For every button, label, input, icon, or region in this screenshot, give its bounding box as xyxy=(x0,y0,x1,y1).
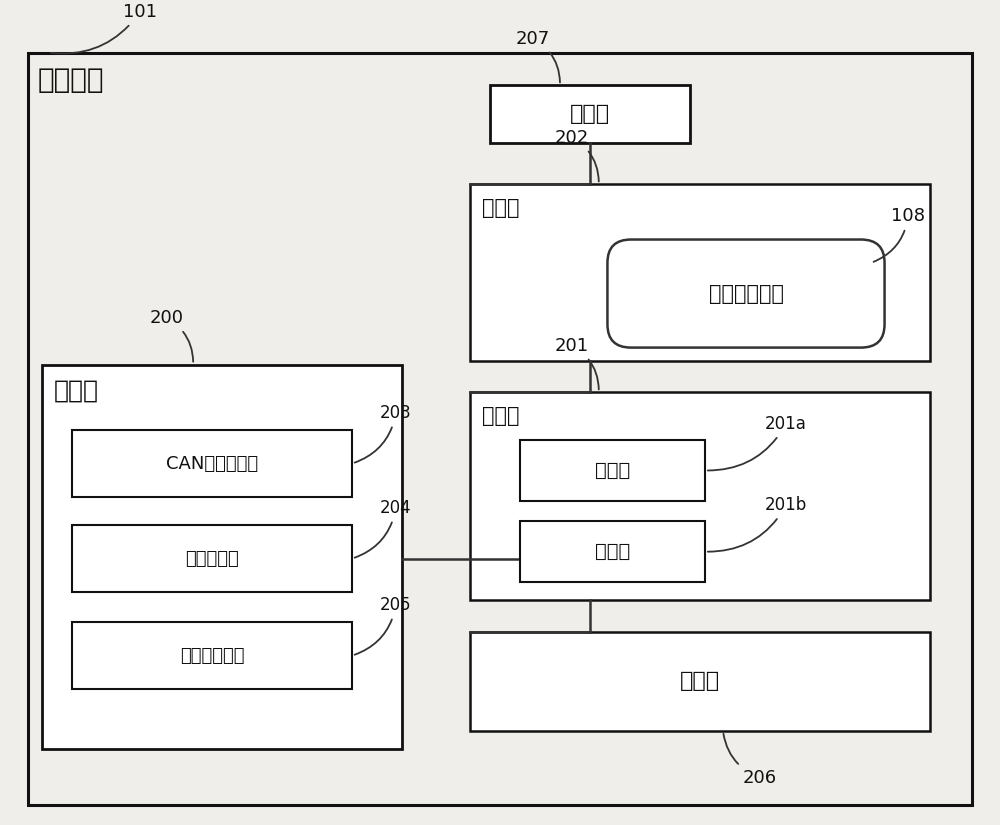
Text: 接收部: 接收部 xyxy=(595,542,630,561)
Bar xyxy=(520,440,705,501)
Bar xyxy=(490,85,690,143)
Text: 201: 201 xyxy=(555,337,599,389)
Text: 评价装置: 评价装置 xyxy=(38,67,104,94)
Text: 101: 101 xyxy=(51,2,157,54)
Text: 保持部: 保持部 xyxy=(482,198,520,218)
Text: 204: 204 xyxy=(355,499,412,558)
Text: 评价部: 评价部 xyxy=(680,672,720,691)
Bar xyxy=(470,392,930,601)
Text: 信号监视部: 信号监视部 xyxy=(185,549,239,568)
Text: 发送部: 发送部 xyxy=(595,461,630,480)
Bar xyxy=(470,184,930,361)
Text: 205: 205 xyxy=(355,596,412,655)
Text: 206: 206 xyxy=(723,733,777,786)
Bar xyxy=(42,365,402,749)
Text: 201b: 201b xyxy=(708,496,807,552)
Bar xyxy=(72,622,352,690)
Bar xyxy=(470,632,930,731)
Bar xyxy=(72,525,352,592)
Text: 203: 203 xyxy=(355,404,412,463)
Bar xyxy=(520,521,705,582)
Text: 201a: 201a xyxy=(708,415,807,470)
Text: CAN总线监视部: CAN总线监视部 xyxy=(166,455,258,473)
Text: 攻击步骤信息: 攻击步骤信息 xyxy=(708,284,784,304)
Text: 收发部: 收发部 xyxy=(482,406,520,426)
Bar xyxy=(72,430,352,497)
Text: 200: 200 xyxy=(149,309,193,361)
FancyBboxPatch shape xyxy=(607,239,885,347)
Text: 108: 108 xyxy=(874,207,925,262)
Text: 207: 207 xyxy=(516,30,560,82)
Text: 执行器监视部: 执行器监视部 xyxy=(180,647,244,665)
Text: 202: 202 xyxy=(555,129,599,182)
Text: 监视部: 监视部 xyxy=(54,379,99,403)
Text: 控制部: 控制部 xyxy=(570,104,610,124)
